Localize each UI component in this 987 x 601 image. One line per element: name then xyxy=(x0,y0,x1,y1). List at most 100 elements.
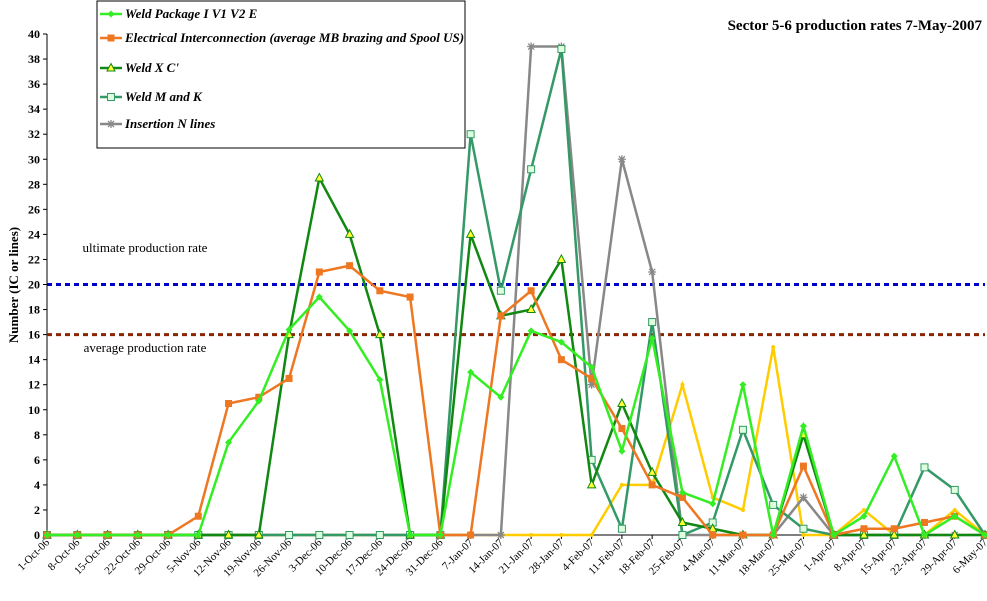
point xyxy=(769,531,777,539)
point xyxy=(648,267,657,276)
point xyxy=(951,512,959,520)
chart-title: Sector 5-6 production rates 7-May-2007 xyxy=(728,18,983,34)
point xyxy=(799,524,808,533)
point xyxy=(587,380,596,389)
point xyxy=(799,422,807,430)
point xyxy=(950,485,959,494)
series-line xyxy=(47,295,986,537)
point xyxy=(981,531,987,539)
y-tick-label: 6 xyxy=(34,453,40,467)
point xyxy=(648,334,656,342)
legend-label: Weld X C' xyxy=(125,60,179,75)
point xyxy=(739,381,747,389)
point xyxy=(557,356,565,364)
point xyxy=(107,10,115,18)
y-tick-label: 16 xyxy=(28,328,40,342)
series-line xyxy=(47,346,986,537)
point xyxy=(436,531,444,539)
point xyxy=(376,287,384,295)
point xyxy=(647,466,657,476)
point xyxy=(376,376,384,384)
point xyxy=(860,525,868,533)
point xyxy=(375,329,385,339)
point xyxy=(952,507,957,512)
legend-label: Electrical Interconnection (average MB b… xyxy=(125,30,465,45)
point xyxy=(771,345,776,350)
point xyxy=(619,482,624,487)
point xyxy=(529,533,534,537)
y-tick-label: 18 xyxy=(28,303,40,317)
point xyxy=(344,228,355,238)
point xyxy=(345,531,354,539)
point xyxy=(467,531,475,539)
point xyxy=(739,531,747,539)
point xyxy=(738,425,747,434)
point xyxy=(889,529,900,539)
point xyxy=(43,531,51,539)
point xyxy=(527,327,535,335)
point xyxy=(527,287,535,295)
point xyxy=(285,326,293,334)
legend xyxy=(96,0,466,149)
y-tick-label: 20 xyxy=(28,278,40,292)
point xyxy=(617,397,627,407)
point xyxy=(830,531,838,539)
series xyxy=(45,345,987,537)
y-axis-label: Number (IC or lines) xyxy=(6,227,21,343)
point xyxy=(107,93,115,101)
point xyxy=(315,268,323,276)
point xyxy=(588,374,596,382)
point xyxy=(680,382,685,387)
point xyxy=(557,45,566,54)
point xyxy=(617,524,626,533)
point xyxy=(107,34,115,42)
point xyxy=(527,165,536,174)
point xyxy=(678,488,686,496)
point xyxy=(346,262,354,270)
y-tick-label: 22 xyxy=(28,252,40,266)
y-tick-label: 40 xyxy=(28,27,40,41)
point xyxy=(648,481,656,489)
point xyxy=(194,531,202,539)
y-tick-label: 8 xyxy=(34,428,40,442)
point xyxy=(586,479,597,489)
point xyxy=(496,286,505,295)
point xyxy=(255,393,263,401)
point xyxy=(920,518,928,526)
point xyxy=(709,500,717,508)
y-tick-label: 28 xyxy=(28,177,40,191)
y-tick-label: 24 xyxy=(28,227,40,241)
point xyxy=(223,529,234,539)
point xyxy=(285,531,294,539)
legend-box xyxy=(96,0,466,149)
point xyxy=(949,529,960,539)
legend-label: Insertion N lines xyxy=(125,116,216,131)
point xyxy=(678,531,687,539)
point xyxy=(406,531,414,539)
point xyxy=(860,512,868,520)
point xyxy=(194,512,202,520)
point xyxy=(740,507,745,512)
point xyxy=(315,531,324,539)
point xyxy=(556,253,567,263)
point xyxy=(467,368,475,376)
point xyxy=(618,425,626,433)
point xyxy=(801,533,806,537)
y-tick-label: 0 xyxy=(34,528,40,542)
point xyxy=(225,399,233,407)
point xyxy=(253,529,264,539)
point xyxy=(559,533,564,537)
point xyxy=(375,531,384,539)
legend-label: Weld Package I V1 V2 E xyxy=(125,6,258,21)
y-tick-label: 30 xyxy=(28,152,40,166)
point xyxy=(104,531,112,539)
point xyxy=(677,516,688,526)
point xyxy=(496,531,505,539)
point xyxy=(799,493,808,502)
y-tick-label: 2 xyxy=(34,503,40,517)
point xyxy=(890,525,898,533)
point xyxy=(406,293,414,301)
point xyxy=(588,363,596,371)
